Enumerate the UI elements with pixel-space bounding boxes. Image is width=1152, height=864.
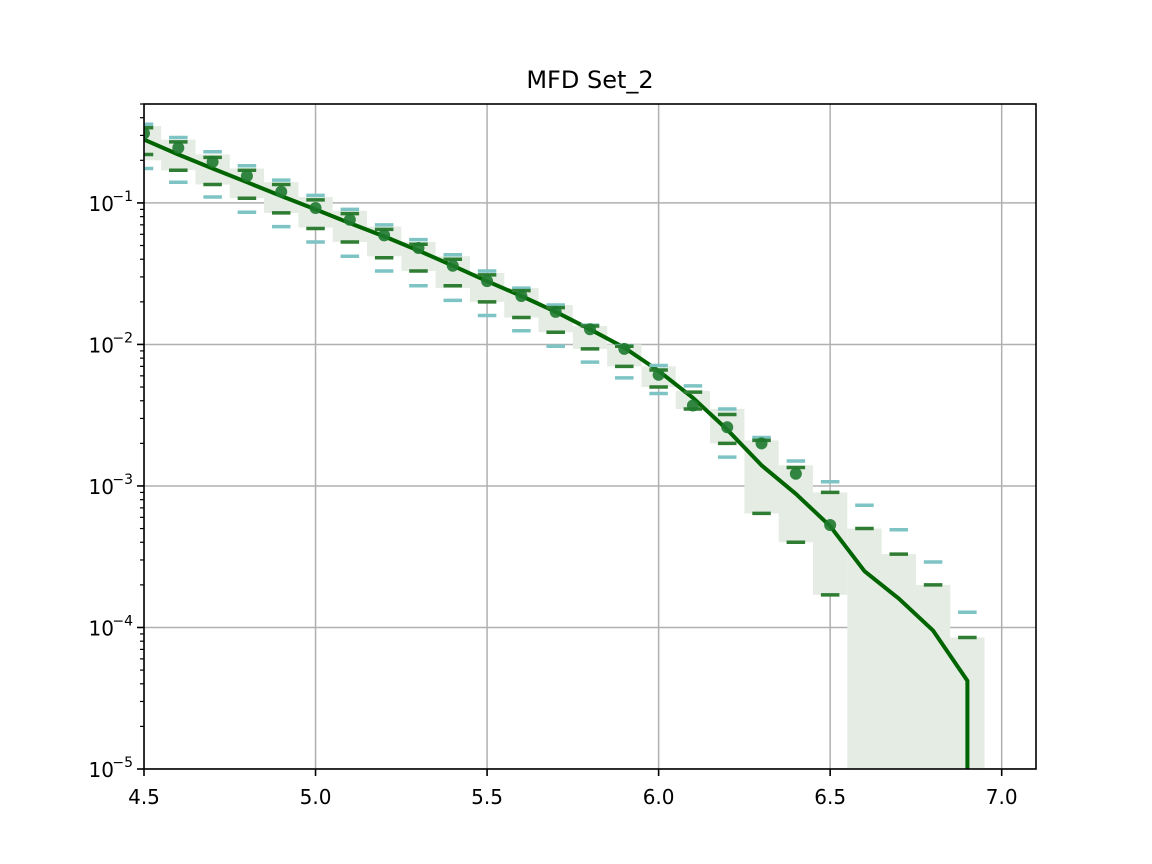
band-bar [847, 528, 882, 769]
data-point [144, 127, 150, 140]
plot-content [144, 104, 1036, 769]
x-tick-label: 6.0 [643, 785, 675, 809]
y-tick-exponent: −5 [112, 755, 133, 771]
plot-area [144, 104, 1036, 769]
data-point [515, 289, 528, 302]
y-tick-exponent: −2 [112, 330, 133, 346]
data-point [240, 169, 253, 182]
y-tick-label: 10 [89, 758, 114, 782]
x-tick-label: 7.0 [986, 785, 1018, 809]
data-point [343, 213, 356, 226]
y-tick-exponent: −1 [112, 189, 133, 205]
data-point [686, 399, 699, 412]
data-point [549, 305, 562, 318]
x-tick-label: 5.5 [471, 785, 503, 809]
data-point [721, 421, 734, 434]
data-point [481, 275, 494, 288]
data-point [824, 518, 837, 531]
data-point [755, 437, 768, 450]
data-point [412, 242, 425, 255]
data-point [584, 323, 596, 336]
y-tick-label: 10 [89, 192, 114, 216]
band-bar [915, 584, 951, 769]
y-tick-label: 10 [89, 475, 114, 499]
data-point [446, 259, 459, 272]
x-tick-label: 5.0 [300, 785, 332, 809]
model-line [144, 137, 970, 769]
data-point [275, 185, 288, 198]
y-tick-exponent: −4 [112, 613, 133, 629]
data-point [652, 368, 665, 381]
y-tick-label: 10 [89, 616, 114, 640]
axes-frame [143, 103, 1037, 770]
band-bar [607, 344, 642, 367]
y-tick-label: 10 [89, 333, 114, 357]
y-tick-exponent: −3 [112, 472, 133, 488]
data-point [172, 141, 185, 154]
x-tick-label: 4.5 [128, 785, 160, 809]
data-point [789, 467, 802, 480]
axes: 4.5 5.0 5.5 6.0 6.5 7.010−510−410−310−210−1 [89, 103, 1037, 809]
data-point [206, 155, 219, 168]
chart-title: MFD Set_2 [526, 66, 653, 94]
band-bar [881, 554, 916, 769]
x-tick-label: 6.5 [814, 785, 846, 809]
data-point [618, 342, 631, 355]
data-point [309, 202, 322, 215]
data-point [378, 229, 391, 242]
